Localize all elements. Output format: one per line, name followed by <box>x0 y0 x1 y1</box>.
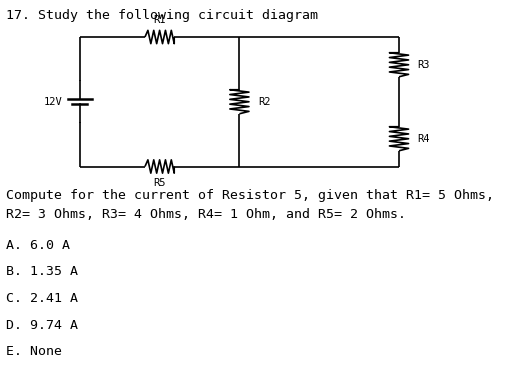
Text: A. 6.0 A: A. 6.0 A <box>6 239 70 252</box>
Text: Compute for the current of Resistor 5, given that R1= 5 Ohms,
R2= 3 Ohms, R3= 4 : Compute for the current of Resistor 5, g… <box>6 189 494 221</box>
Text: R1: R1 <box>153 15 166 25</box>
Text: 17. Study the following circuit diagram: 17. Study the following circuit diagram <box>6 9 318 22</box>
Text: B. 1.35 A: B. 1.35 A <box>6 265 78 278</box>
Text: R5: R5 <box>153 178 166 188</box>
Text: C. 2.41 A: C. 2.41 A <box>6 292 78 305</box>
Text: D. 9.74 A: D. 9.74 A <box>6 319 78 332</box>
Text: R4: R4 <box>418 134 430 144</box>
Text: E. None: E. None <box>6 345 62 358</box>
Text: R3: R3 <box>418 60 430 70</box>
Text: 12V: 12V <box>44 97 63 107</box>
Text: R2: R2 <box>258 97 270 107</box>
